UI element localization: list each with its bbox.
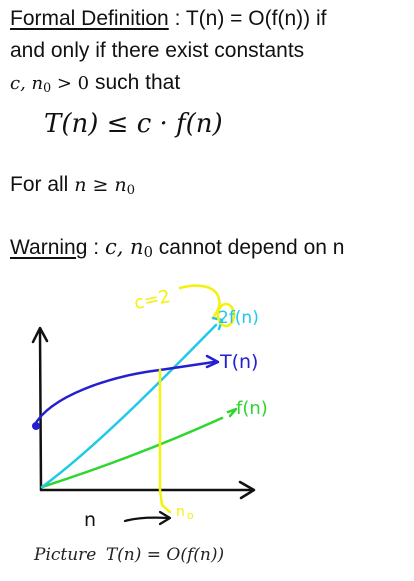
n0-label-main: n — [176, 504, 185, 520]
for-all-math-expr: n ≥ n — [74, 174, 127, 196]
warning-heading: Warning — [10, 236, 88, 259]
constants-vars: c, n — [10, 73, 44, 94]
caption-word: Picture — [34, 545, 97, 565]
f-curve — [40, 416, 224, 489]
c-equals-2-label: c=2 — [132, 286, 172, 314]
such-that-text: such that — [89, 71, 181, 94]
t-label: T(n) — [219, 351, 258, 373]
t-curve — [32, 360, 216, 428]
definition-line-2-text: and only if there exist constants — [10, 39, 305, 62]
constants-math: c, n0 > 0 — [10, 73, 90, 95]
y-axis — [38, 328, 43, 492]
n0-vertical-line — [158, 368, 172, 514]
definition-line-2: and only if there exist constants — [10, 38, 304, 64]
inequality: T(n) ≤ c · f(n) — [44, 109, 223, 139]
warning-vars-main: c, n — [104, 235, 144, 259]
two-f-arrow — [211, 316, 224, 331]
y-axis-arrow — [31, 326, 49, 344]
n0-label-sub: o — [187, 509, 194, 522]
two-circle — [216, 302, 236, 328]
for-all-text: For all — [10, 173, 75, 196]
n-label: n — [84, 509, 96, 531]
definition-line-3: c, n0 > 0 such that — [10, 70, 180, 101]
warning-colon: : — [87, 236, 105, 259]
warning-vars-sub: 0 — [143, 244, 153, 261]
for-all-line: For all n ≥ n0 — [10, 172, 135, 204]
f-label: f(n) — [236, 398, 268, 419]
caption-formula: T(n) = O(f(n)) — [105, 545, 225, 565]
warning-vars: c, n0 — [104, 235, 153, 261]
warning-line: Warning : c, n0 cannot depend on n — [10, 234, 344, 266]
x-axis-arrow — [238, 480, 256, 500]
n-arrow — [123, 516, 170, 523]
t-arrow — [205, 354, 220, 369]
caption: Picture T(n) = O(f(n)) — [34, 544, 224, 566]
formal-definition-heading: Formal Definition — [10, 7, 169, 30]
two-f-label: 2f(n) — [218, 308, 259, 328]
definition-statement: : T(n) = O(f(n)) if — [168, 7, 327, 30]
definition-line-1: Formal Definition : T(n) = O(f(n)) if — [10, 6, 326, 32]
for-all-math-sub: 0 — [126, 183, 136, 198]
constants-tail: > 0 — [51, 73, 90, 94]
t-start-dot — [32, 422, 40, 430]
for-all-math: n ≥ n0 — [74, 174, 136, 198]
constants-sub: 0 — [43, 80, 52, 95]
two-f-curve — [40, 323, 218, 489]
f-arrow — [226, 407, 238, 418]
n-arrow-head — [158, 510, 172, 526]
warning-text: cannot depend on n — [152, 236, 345, 259]
c-bracket — [178, 284, 221, 318]
